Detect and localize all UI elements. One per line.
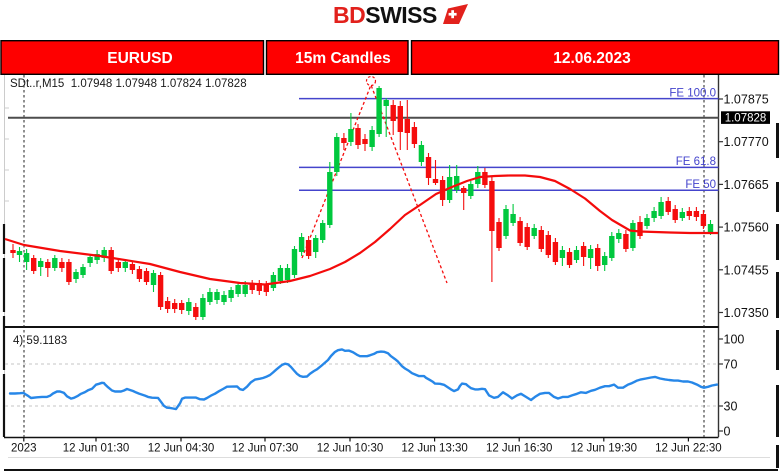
- svg-text:1.07560: 1.07560: [724, 221, 769, 235]
- svg-text:12 Jun 22:30: 12 Jun 22:30: [655, 443, 722, 455]
- svg-text:0: 0: [724, 425, 731, 439]
- svg-text:1.07875: 1.07875: [724, 93, 769, 107]
- svg-text:1.07770: 1.07770: [724, 135, 769, 149]
- svg-text:1.07350: 1.07350: [724, 306, 769, 320]
- svg-text:70: 70: [724, 358, 738, 372]
- svg-text:EURUSD: EURUSD: [107, 50, 172, 67]
- svg-text:1.07455: 1.07455: [724, 263, 769, 277]
- svg-text:1.07665: 1.07665: [724, 178, 769, 192]
- svg-text:FE 61.8: FE 61.8: [676, 156, 716, 168]
- svg-text:12 Jun 04:30: 12 Jun 04:30: [148, 443, 215, 455]
- svg-text:BDSWISS: BDSWISS: [333, 2, 437, 28]
- svg-text:FE 50: FE 50: [685, 179, 716, 191]
- svg-text:12 Jun 16:30: 12 Jun 16:30: [486, 443, 553, 455]
- svg-text:12 Jun 19:30: 12 Jun 19:30: [571, 443, 638, 455]
- svg-text:12 Jun 10:30: 12 Jun 10:30: [317, 443, 384, 455]
- svg-text:FE 100.0: FE 100.0: [669, 88, 716, 100]
- svg-text:100: 100: [724, 333, 745, 347]
- svg-text:12.06.2023: 12.06.2023: [553, 50, 631, 67]
- svg-text:12 Jun 07:30: 12 Jun 07:30: [232, 443, 299, 455]
- svg-text:4) 59.1183: 4) 59.1183: [13, 335, 67, 347]
- svg-text:15m Candles: 15m Candles: [295, 50, 391, 67]
- svg-text:30: 30: [724, 400, 738, 414]
- svg-text:12 Jun 01:30: 12 Jun 01:30: [63, 443, 130, 455]
- svg-text:SDt..r,M15 1.07948 1.07948 1.: SDt..r,M15 1.07948 1.07948 1.07824 1.078…: [10, 78, 247, 90]
- svg-text:1.07828: 1.07828: [725, 112, 767, 124]
- svg-text:2023: 2023: [11, 443, 37, 455]
- svg-text:12 Jun 13:30: 12 Jun 13:30: [401, 443, 468, 455]
